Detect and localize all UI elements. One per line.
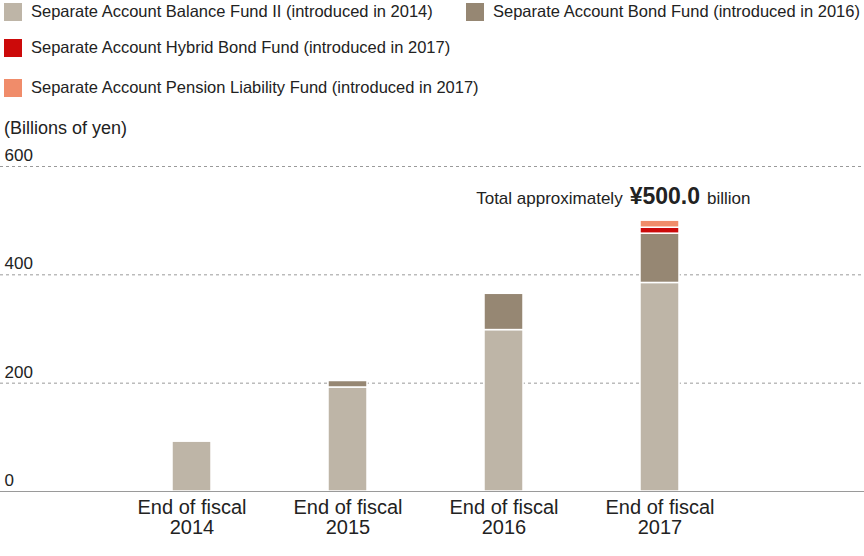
html-text:Separate Account Bond Fund (in: Separate Account Bond Fund (introduced i… [493, 2, 860, 20]
svg-text:200: 200 [5, 363, 33, 382]
svg-text:600: 600 [5, 146, 33, 165]
svg-text:0: 0 [5, 471, 14, 490]
html-text:Separate Account Hybrid Bond F: Separate Account Hybrid Bond Fund (intro… [31, 38, 451, 56]
svg-text:End of fiscal2015: End of fiscal2015 [294, 496, 403, 538]
svg-text:End of fiscal2016: End of fiscal2016 [450, 496, 559, 538]
html-text:Separate Account Balance Fund: Separate Account Balance Fund II (introd… [31, 2, 433, 20]
html-text:(Billions of yen): (Billions of yen) [4, 118, 127, 138]
svg-text:End of fiscal2014: End of fiscal2014 [138, 496, 247, 538]
svg-text:End of fiscal2017: End of fiscal2017 [606, 496, 715, 538]
svg-text:400: 400 [5, 254, 33, 273]
svg-text:Total approximately¥500.0billi: Total approximately¥500.0billion [476, 183, 750, 209]
html-text:Separate Account Pension Liabi: Separate Account Pension Liability Fund … [31, 78, 479, 96]
